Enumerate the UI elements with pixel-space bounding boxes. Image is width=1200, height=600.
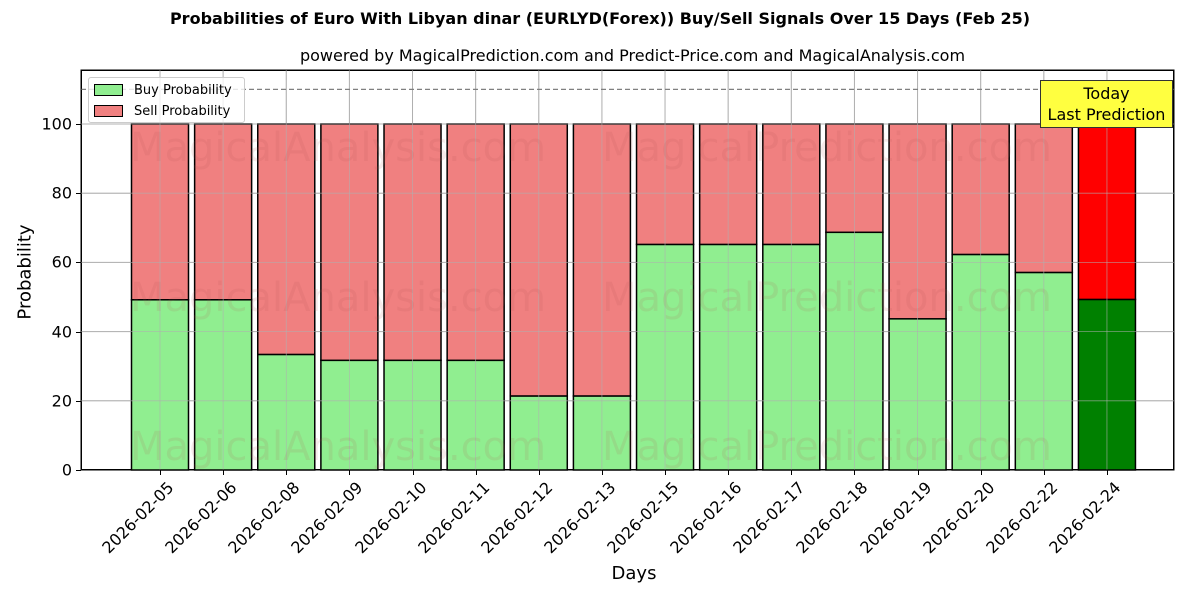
chart-subtitle: powered by MagicalPrediction.com and Pre… [299,46,966,65]
sell-swatch-icon [94,105,123,117]
legend: Buy Probability Sell Probability [88,77,245,123]
legend-item-buy: Buy Probability [94,81,232,99]
x-tick-mark [223,470,225,475]
buy-swatch-icon [94,84,123,96]
x-tick-mark [538,470,540,475]
x-tick-mark [854,470,856,475]
x-tick-mark [1106,470,1108,475]
y-tick-mark [76,262,81,264]
watermark-text: MagicalAnalysis.com [130,424,547,470]
y-tick-label: 60 [51,252,72,272]
x-tick-mark [1043,470,1045,475]
y-axis-label: Probability [14,224,36,320]
legend-label-buy: Buy Probability [134,82,232,98]
y-tick-label: 100 [41,114,72,134]
annotation-line2: Last Prediction [1047,105,1166,124]
watermark-text: MagicalAnalysis.com [130,275,547,321]
today-annotation: Today Last Prediction [1040,80,1173,128]
y-tick-mark [76,124,81,125]
x-tick-mark [980,470,982,475]
chart-title: Probabilities of Euro With Libyan dinar … [169,9,1031,28]
legend-item-sell: Sell Probability [94,102,230,120]
watermark-text: MagicalPrediction.com [602,125,1052,171]
y-tick-label: 40 [51,322,72,342]
x-tick-mark [665,470,667,475]
watermark-text: MagicalAnalysis.com [130,125,547,171]
x-tick-mark [601,470,603,475]
x-tick-mark [412,470,414,475]
x-tick-mark [917,470,919,475]
y-tick-mark [76,400,81,402]
annotation-line1: Today [1083,84,1130,103]
y-tick-mark [76,331,81,333]
x-tick-mark [349,470,351,475]
watermark-text: MagicalPrediction.com [602,424,1052,470]
y-tick-label: 80 [51,183,72,203]
x-tick-mark [475,470,477,475]
x-tick-mark [160,470,161,475]
x-tick-mark [791,470,793,475]
y-tick-label: 20 [51,391,72,411]
x-axis-label: Days [611,563,657,584]
watermark-text: MagicalPrediction.com [602,275,1052,321]
x-tick-mark [728,470,730,475]
legend-label-sell: Sell Probability [134,103,231,119]
y-tick-label: 0 [61,460,72,480]
y-tick-mark [76,470,81,471]
y-tick-mark [76,193,81,195]
x-tick-mark [286,470,288,475]
